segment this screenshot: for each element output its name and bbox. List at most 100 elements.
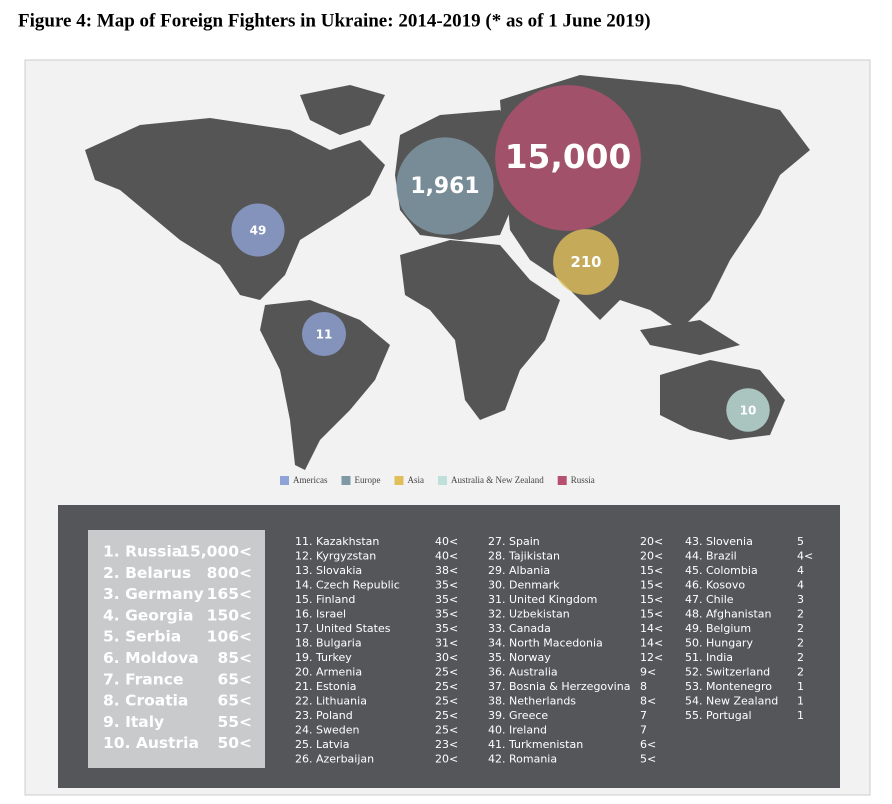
list-name: 18. Bulgaria bbox=[295, 637, 362, 650]
list-value: 15< bbox=[640, 564, 663, 577]
list-name: 28. Tajikistan bbox=[488, 550, 560, 563]
list-value: 6< bbox=[640, 738, 656, 751]
list-name: 43. Slovenia bbox=[685, 535, 753, 548]
list-value: 23< bbox=[435, 738, 458, 751]
list-value: 8< bbox=[640, 695, 656, 708]
bubble-label: 10 bbox=[740, 404, 757, 418]
list-value: 38< bbox=[435, 564, 458, 577]
list-name: 44. Brazil bbox=[685, 550, 737, 563]
top-name: 1. Russia bbox=[103, 543, 182, 561]
list-name: 49. Belgium bbox=[685, 622, 751, 635]
list-name: 46. Kosovo bbox=[685, 579, 745, 592]
list-name: 55. Portugal bbox=[685, 709, 752, 722]
list-name: 34. North Macedonia bbox=[488, 637, 603, 650]
list-name: 29. Albania bbox=[488, 564, 550, 577]
list-value: 1 bbox=[797, 709, 804, 722]
list-name: 35. Norway bbox=[488, 651, 551, 664]
list-value: 35< bbox=[435, 608, 458, 621]
bubble bbox=[396, 137, 494, 235]
list-name: 14. Czech Republic bbox=[295, 579, 400, 592]
list-value: 31< bbox=[435, 637, 458, 650]
list-name: 17. United States bbox=[295, 622, 391, 635]
list-value: 4< bbox=[797, 550, 813, 563]
list-name: 26. Azerbaijan bbox=[295, 753, 374, 766]
top-name: 6. Moldova bbox=[103, 649, 199, 667]
top-value: 150< bbox=[207, 606, 252, 624]
list-value: 3 bbox=[797, 593, 804, 606]
list-value: 14< bbox=[640, 622, 663, 635]
legend-swatch bbox=[280, 476, 289, 485]
title: Figure 4: Map of Foreign Fighters in Ukr… bbox=[18, 10, 651, 31]
list-name: 11. Kazakhstan bbox=[295, 535, 379, 548]
bubble-label: 210 bbox=[571, 254, 602, 271]
list-value: 35< bbox=[435, 579, 458, 592]
list-value: 20< bbox=[640, 535, 663, 548]
bubble-label: 49 bbox=[250, 224, 267, 238]
list-name: 47. Chile bbox=[685, 593, 734, 606]
list-name: 13. Slovakia bbox=[295, 564, 362, 577]
list-value: 2 bbox=[797, 666, 804, 679]
list-name: 50. Hungary bbox=[685, 637, 753, 650]
legend-swatch bbox=[341, 476, 351, 485]
list-value: 4 bbox=[797, 579, 804, 592]
top-value: 85< bbox=[217, 649, 252, 667]
list-name: 21. Estonia bbox=[295, 680, 356, 693]
bubble-label: 15,000 bbox=[505, 138, 632, 176]
list-name: 45. Colombia bbox=[685, 564, 758, 577]
list-value: 25< bbox=[435, 709, 458, 722]
bubble bbox=[495, 85, 641, 231]
bubble-label: 11 bbox=[316, 328, 333, 342]
list-value: 35< bbox=[435, 593, 458, 606]
bubble bbox=[726, 388, 770, 432]
list-value: 12< bbox=[640, 651, 663, 664]
top-name: 8. Croatia bbox=[103, 692, 188, 710]
list-value: 15< bbox=[640, 608, 663, 621]
list-name: 30. Denmark bbox=[488, 579, 560, 592]
top-name: 3. Germany bbox=[103, 585, 204, 603]
top-name: 2. Belarus bbox=[103, 564, 191, 582]
top-name: 4. Georgia bbox=[103, 606, 193, 624]
bubble bbox=[231, 203, 285, 257]
top-name: 7. France bbox=[103, 670, 184, 688]
list-name: 25. Latvia bbox=[295, 738, 349, 751]
list-name: 24. Sweden bbox=[295, 724, 359, 737]
list-value: 5 bbox=[797, 535, 804, 548]
legend-label: Australia & New Zealand bbox=[451, 475, 544, 485]
legend-label: Europe bbox=[354, 475, 380, 485]
list-value: 25< bbox=[435, 695, 458, 708]
top-value: 800< bbox=[207, 564, 252, 582]
list-name: 52. Switzerland bbox=[685, 666, 770, 679]
list-value: 30< bbox=[435, 651, 458, 664]
top-value: 50< bbox=[217, 734, 252, 752]
list-value: 15< bbox=[640, 579, 663, 592]
bubble bbox=[301, 311, 347, 357]
list-value: 1 bbox=[797, 680, 804, 693]
list-name: 32. Uzbekistan bbox=[488, 608, 570, 621]
list-value: 2 bbox=[797, 637, 804, 650]
top-name: 9. Italy bbox=[103, 713, 164, 731]
list-value: 40< bbox=[435, 535, 458, 548]
list-name: 36. Australia bbox=[488, 666, 558, 679]
list-value: 2 bbox=[797, 608, 804, 621]
top-value: 55< bbox=[217, 713, 252, 731]
legend-swatch bbox=[394, 476, 404, 485]
top-value: 65< bbox=[217, 670, 252, 688]
legend-label: Asia bbox=[407, 475, 424, 485]
top-name: 5. Serbia bbox=[103, 628, 181, 646]
list-value: 9< bbox=[640, 666, 656, 679]
legend-swatch bbox=[557, 476, 567, 485]
list-value: 5< bbox=[640, 753, 656, 766]
top-name: 10. Austria bbox=[103, 734, 199, 752]
top-list-box bbox=[88, 530, 265, 768]
top-value: 15,000< bbox=[179, 543, 252, 561]
list-value: 35< bbox=[435, 622, 458, 635]
list-value: 14< bbox=[640, 637, 663, 650]
list-name: 16. Israel bbox=[295, 608, 346, 621]
top-value: 106< bbox=[207, 628, 252, 646]
legend-label: Americas bbox=[293, 475, 328, 485]
list-name: 41. Turkmenistan bbox=[488, 738, 583, 751]
list-value: 7 bbox=[640, 709, 647, 722]
top-value: 65< bbox=[217, 692, 252, 710]
list-value: 7 bbox=[640, 724, 647, 737]
